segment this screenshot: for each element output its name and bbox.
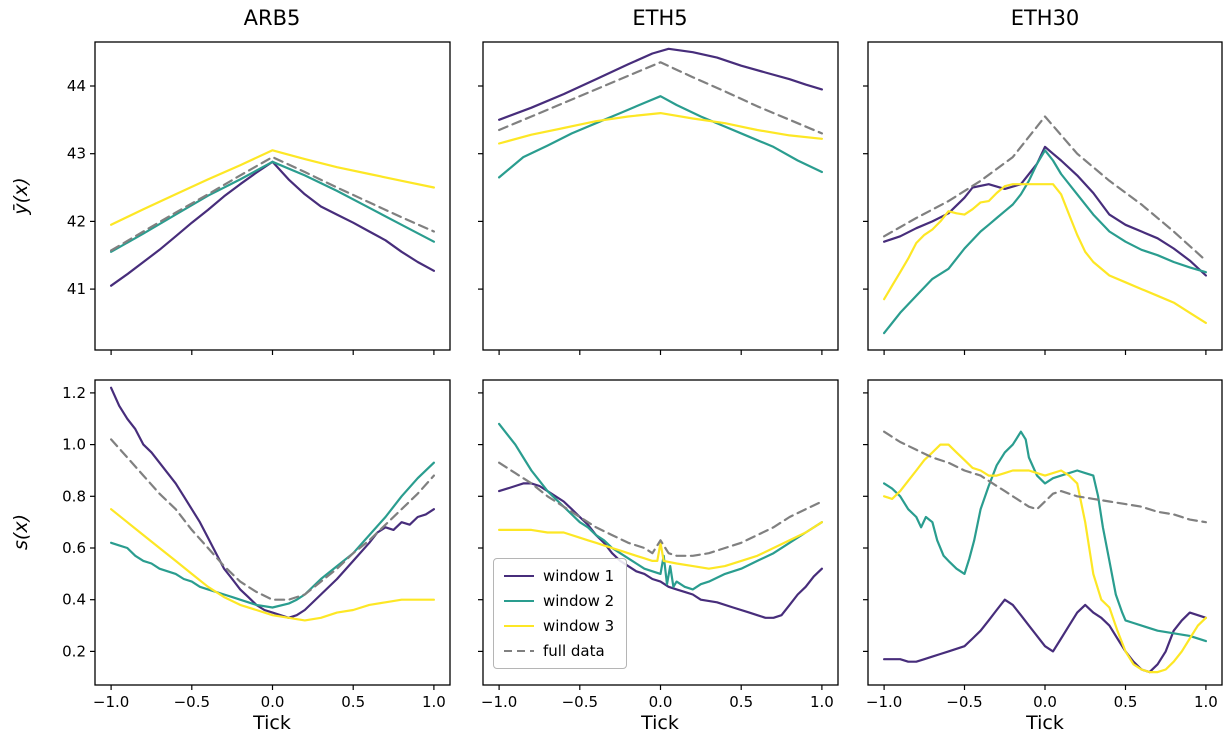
legend-entry-full-data: full data — [504, 642, 614, 660]
svg-text:1.0: 1.0 — [1194, 693, 1218, 711]
legend-label: window 2 — [543, 592, 615, 610]
svg-text:−1.0: −1.0 — [481, 693, 517, 711]
svg-text:0.0: 0.0 — [261, 693, 285, 711]
window3-line-swatch — [504, 624, 534, 628]
svg-text:1.2: 1.2 — [62, 384, 86, 402]
svg-text:41: 41 — [67, 280, 86, 298]
svg-text:44: 44 — [67, 77, 86, 95]
svg-text:0.2: 0.2 — [62, 642, 86, 660]
svg-text:42: 42 — [67, 212, 86, 230]
svg-text:1.0: 1.0 — [422, 693, 446, 711]
svg-text:0.5: 0.5 — [729, 693, 753, 711]
legend-label: window 1 — [543, 567, 615, 585]
legend: window 1 window 2 window 3 full data — [493, 558, 628, 669]
svg-text:−0.5: −0.5 — [174, 693, 210, 711]
subplot-title-eth5: ETH5 — [632, 6, 688, 30]
full-data-line-swatch — [504, 649, 534, 653]
x-axis-label-col3: Tick — [1026, 712, 1064, 734]
subplot-title-arb5: ARB5 — [243, 6, 301, 30]
legend-entry-window3: window 3 — [504, 617, 614, 635]
window2-line-swatch — [504, 599, 534, 603]
svg-text:−1.0: −1.0 — [866, 693, 902, 711]
svg-text:0.5: 0.5 — [341, 693, 365, 711]
y-axis-label-ybar: ȳ(x) — [10, 177, 32, 215]
svg-text:−0.5: −0.5 — [946, 693, 982, 711]
svg-text:0.0: 0.0 — [649, 693, 673, 711]
svg-text:1.0: 1.0 — [810, 693, 834, 711]
svg-text:0.5: 0.5 — [1114, 693, 1138, 711]
window1-line-swatch — [504, 574, 534, 578]
legend-label: full data — [543, 642, 605, 660]
svg-text:−0.5: −0.5 — [562, 693, 598, 711]
svg-text:1.0: 1.0 — [62, 436, 86, 454]
subplot-title-eth30: ETH30 — [1010, 6, 1080, 30]
svg-text:0.4: 0.4 — [62, 591, 86, 609]
legend-entry-window1: window 1 — [504, 567, 614, 585]
x-axis-label-col1: Tick — [253, 712, 291, 734]
svg-text:0.6: 0.6 — [62, 539, 86, 557]
legend-entry-window2: window 2 — [504, 592, 614, 610]
svg-text:−1.0: −1.0 — [93, 693, 129, 711]
x-axis-label-col2: Tick — [641, 712, 679, 734]
svg-text:43: 43 — [67, 145, 86, 163]
y-axis-label-s: s(x) — [10, 514, 32, 550]
svg-text:0.8: 0.8 — [62, 487, 86, 505]
legend-label: window 3 — [543, 617, 615, 635]
svg-text:0.0: 0.0 — [1033, 693, 1057, 711]
